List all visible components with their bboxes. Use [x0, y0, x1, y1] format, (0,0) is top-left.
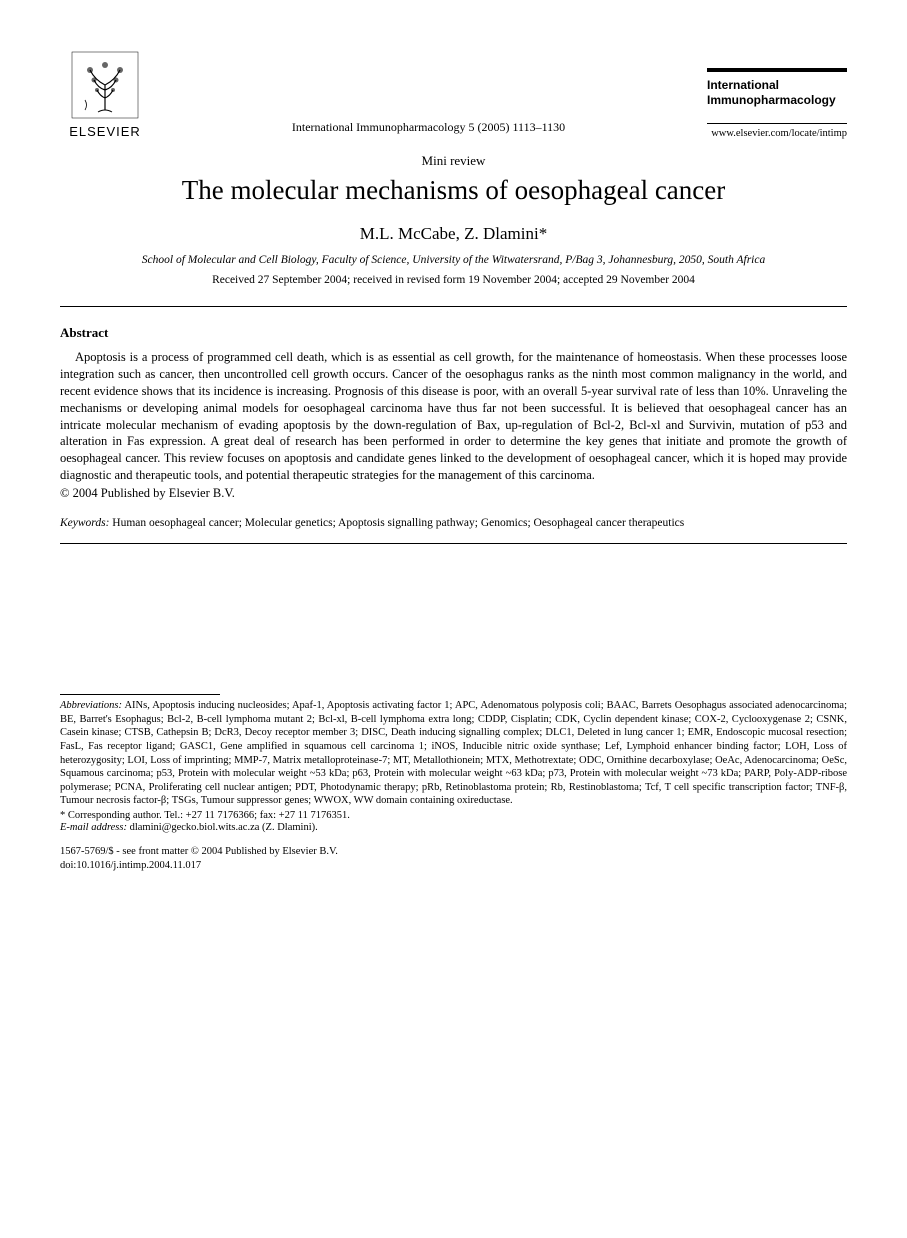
abbreviations-text: AINs, Apoptosis inducing nucleosides; Ap… — [60, 700, 847, 806]
journal-name-line2: Immunopharmacology — [707, 93, 847, 109]
issn-line: 1567-5769/$ - see front matter © 2004 Pu… — [60, 845, 847, 859]
footer-gap — [60, 544, 847, 694]
keywords-label: Keywords: — [60, 517, 109, 529]
footer-meta: 1567-5769/$ - see front matter © 2004 Pu… — [60, 845, 847, 872]
publisher-name: ELSEVIER — [69, 124, 141, 139]
email-address: dlamini@gecko.biol.wits.ac.za (Z. Dlamin… — [127, 822, 318, 833]
article-affiliation: School of Molecular and Cell Biology, Fa… — [60, 254, 847, 266]
article-title: The molecular mechanisms of oesophageal … — [60, 175, 847, 206]
journal-name-line1: International — [707, 78, 847, 94]
article-type: Mini review — [60, 153, 847, 169]
journal-box-inner: International Immunopharmacology — [707, 68, 847, 124]
abstract-body: Apoptosis is a process of programmed cel… — [60, 349, 847, 484]
email-line: E-mail address: dlamini@gecko.biol.wits.… — [60, 822, 847, 833]
header-row: ELSEVIER International Immunopharmacolog… — [60, 50, 847, 139]
footnote-rule — [60, 694, 220, 695]
corresponding-author: * Corresponding author. Tel.: +27 11 717… — [60, 810, 847, 821]
journal-box: International Immunopharmacology www.els… — [707, 68, 847, 139]
email-label: E-mail address: — [60, 822, 127, 833]
article-authors: M.L. McCabe, Z. Dlamini* — [60, 224, 847, 244]
elsevier-tree-icon — [70, 50, 140, 120]
abstract-copyright: © 2004 Published by Elsevier B.V. — [60, 486, 847, 501]
article-dates: Received 27 September 2004; received in … — [60, 274, 847, 286]
divider-top — [60, 306, 847, 307]
keywords-line: Keywords: Human oesophageal cancer; Mole… — [60, 517, 847, 529]
abstract-heading: Abstract — [60, 325, 847, 341]
abbreviations-label: Abbreviations: — [60, 700, 122, 711]
journal-citation: International Immunopharmacology 5 (2005… — [150, 120, 707, 139]
publisher-logo-block: ELSEVIER — [60, 50, 150, 139]
abbreviations-block: Abbreviations: AINs, Apoptosis inducing … — [60, 699, 847, 808]
doi-line: doi:10.1016/j.intimp.2004.11.017 — [60, 859, 847, 873]
journal-url: www.elsevier.com/locate/intimp — [707, 128, 847, 139]
keywords-text: Human oesophageal cancer; Molecular gene… — [109, 517, 684, 529]
